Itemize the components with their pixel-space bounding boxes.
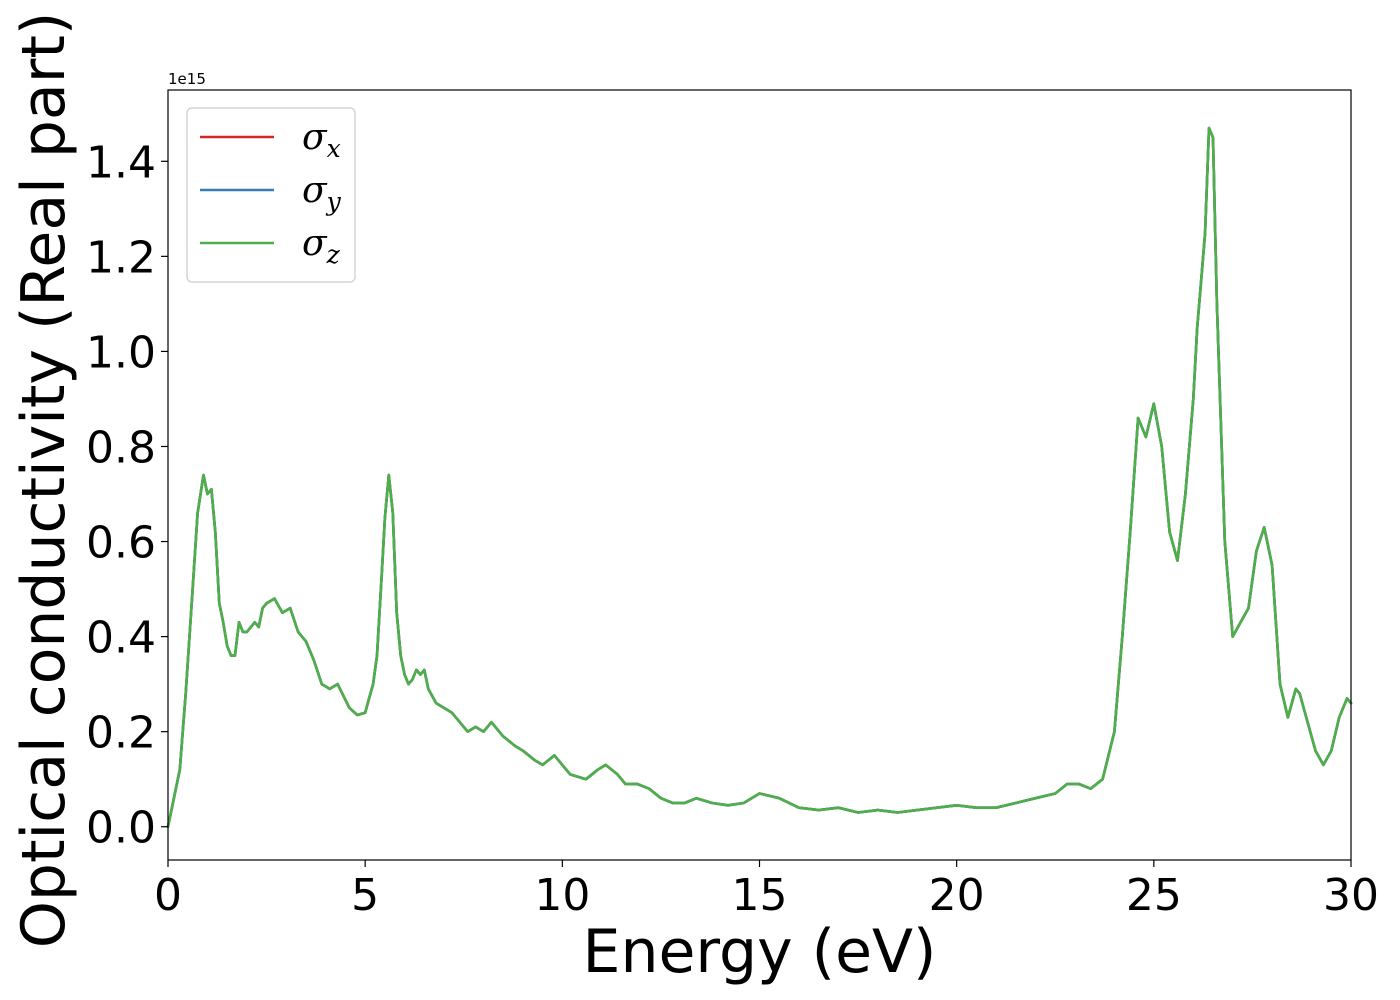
x-tick-label: 15: [732, 870, 788, 921]
y-offset-label: 1e15: [168, 70, 206, 88]
y-tick-label: 0.6: [86, 518, 156, 569]
y-axis-label: Optical conductivity (Real part): [9, 12, 79, 949]
x-tick-label: 10: [534, 870, 590, 921]
y-tick-label: 0.2: [86, 708, 156, 759]
x-tick-label: 5: [351, 870, 379, 921]
y-tick-label: 1.0: [86, 327, 156, 378]
y-tick-label: 1.2: [86, 232, 156, 283]
series-line-z: [166, 126, 1353, 828]
x-axis: 0 5 10 15 20 25 30: [154, 860, 1379, 921]
x-axis-label: Energy (eV): [583, 917, 937, 987]
x-tick-label: 30: [1323, 870, 1379, 921]
x-tick-label: 20: [929, 870, 985, 921]
legend-box: [186, 107, 356, 283]
series-layer: [166, 126, 1353, 828]
y-tick-label: 0.8: [86, 422, 156, 473]
y-tick-label: 0.0: [86, 803, 156, 854]
y-tick-label: 0.4: [86, 613, 156, 664]
y-axis: 0.0 0.2 0.4 0.6 0.8 1.0 1.2 1.4: [86, 137, 168, 854]
x-tick-label: 25: [1126, 870, 1182, 921]
x-tick-label: 0: [154, 870, 182, 921]
y-tick-label: 1.4: [86, 137, 156, 188]
